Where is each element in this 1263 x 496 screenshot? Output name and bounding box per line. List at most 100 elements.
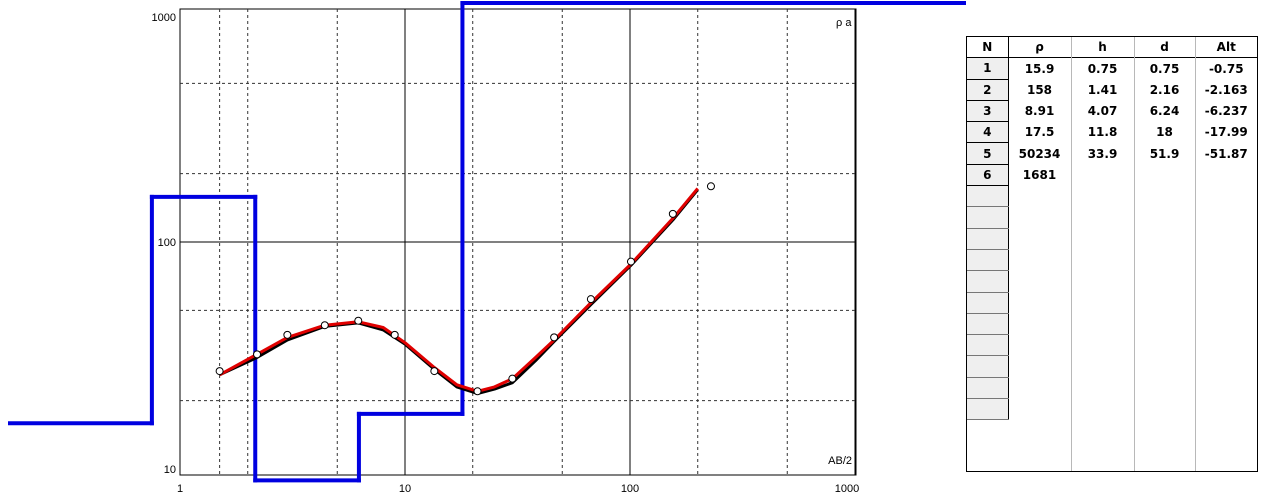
table-cell[interactable]: [1194, 206, 1257, 229]
empty-table-row[interactable]: [967, 313, 1257, 336]
table-cell[interactable]: [1133, 270, 1195, 293]
table-row[interactable]: 2 158 1.41 2.16 -2.163: [967, 79, 1257, 101]
row-number-cell[interactable]: 4: [967, 121, 1009, 144]
table-row[interactable]: 5 50234 33.9 51.9 -51.87: [967, 142, 1257, 165]
table-cell[interactable]: 158: [1007, 79, 1071, 101]
table-cell[interactable]: [1194, 249, 1257, 271]
table-cell[interactable]: [1194, 334, 1257, 356]
table-row[interactable]: 6 1681: [967, 164, 1257, 187]
empty-table-row[interactable]: [967, 249, 1257, 272]
table-cell[interactable]: [1070, 206, 1134, 229]
row-number-cell[interactable]: [967, 228, 1009, 250]
table-cell[interactable]: [1133, 355, 1195, 378]
column-header-resistivity[interactable]: ρ: [1007, 37, 1071, 59]
table-cell[interactable]: [1194, 270, 1257, 293]
table-cell[interactable]: [1070, 249, 1134, 271]
table-cell[interactable]: [1007, 334, 1071, 356]
table-cell[interactable]: [1133, 164, 1195, 186]
row-number-cell[interactable]: 5: [967, 142, 1009, 165]
row-number-cell[interactable]: [967, 185, 1009, 208]
row-number-cell[interactable]: 6: [967, 164, 1009, 187]
empty-table-row[interactable]: [967, 334, 1257, 357]
table-cell[interactable]: [1194, 377, 1257, 399]
table-cell[interactable]: [1133, 249, 1195, 271]
table-cell[interactable]: [1070, 313, 1134, 335]
table-cell[interactable]: [1194, 164, 1257, 186]
table-cell[interactable]: [1070, 355, 1134, 378]
empty-table-row[interactable]: [967, 398, 1257, 421]
table-cell[interactable]: [1007, 377, 1071, 399]
table-cell[interactable]: 6.24: [1133, 100, 1195, 122]
row-number-cell[interactable]: [967, 377, 1009, 400]
table-cell[interactable]: 18: [1133, 121, 1195, 143]
row-number-cell[interactable]: [967, 313, 1009, 336]
table-cell[interactable]: [1194, 185, 1257, 207]
row-number-cell[interactable]: [967, 398, 1009, 421]
table-cell[interactable]: [1007, 206, 1071, 229]
table-cell[interactable]: [1133, 377, 1195, 399]
table-cell[interactable]: [1007, 185, 1071, 207]
table-cell[interactable]: [1070, 228, 1134, 250]
table-cell[interactable]: -2.163: [1194, 79, 1257, 101]
table-cell[interactable]: -51.87: [1194, 142, 1257, 165]
row-number-cell[interactable]: [967, 249, 1009, 272]
table-cell[interactable]: [1070, 164, 1134, 186]
table-cell[interactable]: [1007, 313, 1071, 335]
table-cell[interactable]: [1007, 292, 1071, 314]
table-cell[interactable]: 11.8: [1070, 121, 1134, 143]
column-header-thickness[interactable]: h: [1070, 37, 1134, 59]
table-row[interactable]: 1 15.9 0.75 0.75 -0.75: [967, 57, 1257, 80]
empty-table-row[interactable]: [967, 228, 1257, 250]
table-cell[interactable]: -17.99: [1194, 121, 1257, 143]
row-number-cell[interactable]: 3: [967, 100, 1009, 123]
table-cell[interactable]: 17.5: [1007, 121, 1071, 143]
table-cell[interactable]: [1194, 228, 1257, 250]
table-cell[interactable]: [1133, 313, 1195, 335]
empty-table-row[interactable]: [967, 355, 1257, 378]
row-number-cell[interactable]: [967, 355, 1009, 378]
table-cell[interactable]: -6.237: [1194, 100, 1257, 122]
column-header-n[interactable]: N: [967, 37, 1008, 59]
empty-table-row[interactable]: [967, 270, 1257, 293]
table-cell[interactable]: [1133, 185, 1195, 207]
table-cell[interactable]: [1070, 398, 1134, 420]
table-cell[interactable]: 15.9: [1007, 57, 1071, 80]
table-cell[interactable]: 0.75: [1133, 57, 1195, 80]
empty-table-row[interactable]: [967, 185, 1257, 208]
table-cell[interactable]: 1681: [1007, 164, 1071, 186]
table-cell[interactable]: [1007, 398, 1071, 420]
table-cell[interactable]: 33.9: [1070, 142, 1134, 165]
table-cell[interactable]: [1194, 355, 1257, 378]
row-number-cell[interactable]: 2: [967, 79, 1009, 101]
empty-table-row[interactable]: [967, 292, 1257, 314]
table-cell[interactable]: 2.16: [1133, 79, 1195, 101]
empty-table-row[interactable]: [967, 206, 1257, 229]
table-cell[interactable]: [1133, 206, 1195, 229]
table-cell[interactable]: [1133, 228, 1195, 250]
table-cell[interactable]: [1133, 398, 1195, 420]
table-cell[interactable]: [1070, 270, 1134, 293]
table-cell[interactable]: [1007, 355, 1071, 378]
column-header-depth[interactable]: d: [1133, 37, 1195, 59]
table-row[interactable]: 3 8.91 4.07 6.24 -6.237: [967, 100, 1257, 123]
table-cell[interactable]: -0.75: [1194, 57, 1257, 80]
table-cell[interactable]: [1133, 292, 1195, 314]
table-cell[interactable]: [1194, 398, 1257, 420]
row-number-cell[interactable]: [967, 334, 1009, 357]
table-cell[interactable]: 0.75: [1070, 57, 1134, 80]
table-cell[interactable]: [1133, 334, 1195, 356]
table-cell[interactable]: [1007, 228, 1071, 250]
row-number-cell[interactable]: [967, 292, 1009, 314]
table-cell[interactable]: 8.91: [1007, 100, 1071, 122]
table-row[interactable]: 4 17.5 11.8 18 -17.99: [967, 121, 1257, 144]
column-header-altitude[interactable]: Alt: [1194, 37, 1257, 59]
table-cell[interactable]: 50234: [1007, 142, 1071, 165]
table-cell[interactable]: 1.41: [1070, 79, 1134, 101]
row-number-cell[interactable]: [967, 206, 1009, 229]
empty-table-row[interactable]: [967, 377, 1257, 400]
table-cell[interactable]: [1070, 334, 1134, 356]
table-cell[interactable]: [1070, 292, 1134, 314]
table-cell[interactable]: [1070, 185, 1134, 207]
row-number-cell[interactable]: 1: [967, 57, 1009, 80]
table-cell[interactable]: [1007, 270, 1071, 293]
